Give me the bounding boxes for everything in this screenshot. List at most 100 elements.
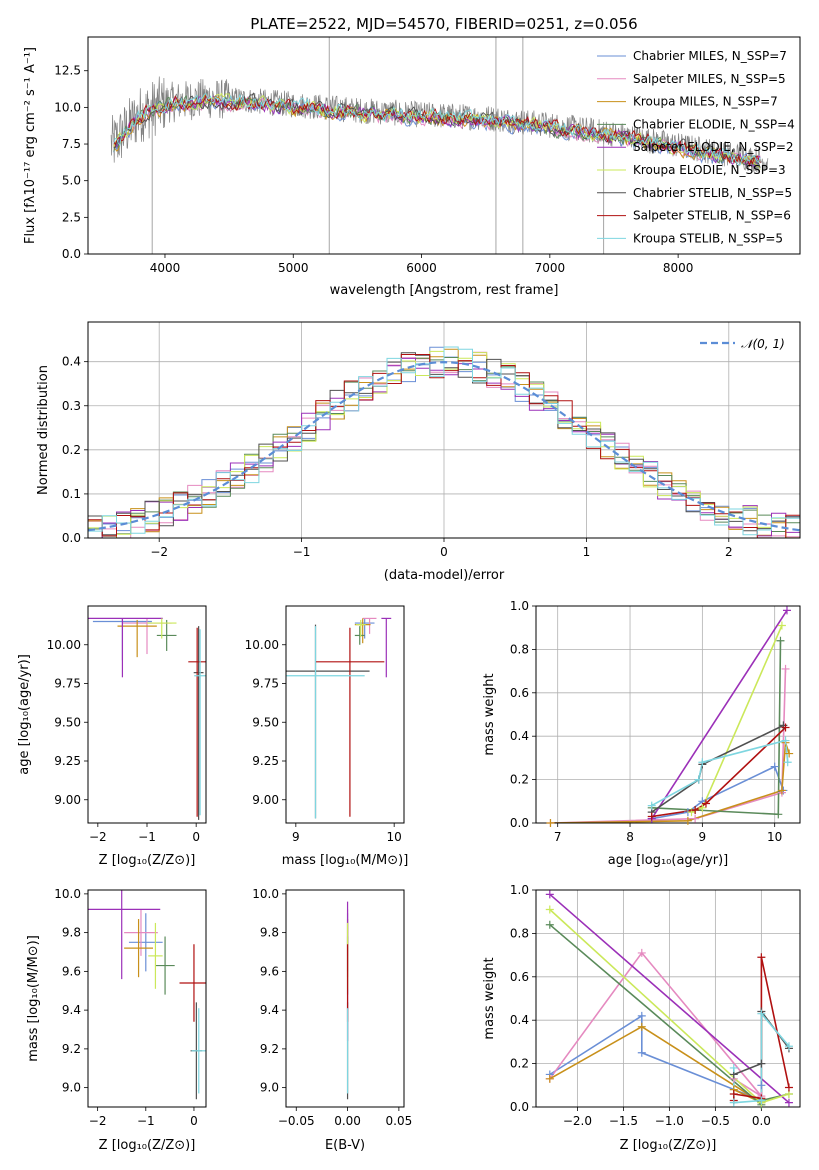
weight-marker	[545, 905, 554, 914]
y-tick-label: 10.00	[245, 638, 279, 652]
x-axis-label: (data-model)/error	[384, 568, 505, 583]
legend-label: Salpeter MILES, N_SSP=5	[633, 72, 786, 86]
y-tick-label: 9.00	[252, 793, 279, 807]
y-tick-label: 9.4	[62, 1003, 81, 1017]
spectrum-frame	[87, 36, 801, 255]
weight-series-line	[549, 1025, 762, 1104]
y-tick-label: 9.2	[260, 1042, 279, 1056]
y-tick-label: 0.6	[510, 970, 529, 984]
x-tick-label: 7	[554, 830, 562, 844]
spectrum-panel: 4000 5000 6000 7000 8000 0.0 2.5 5.0 7.5 10.0 12.5…	[23, 15, 801, 298]
y-axis-label: age [log₁₀(age/yr)]	[17, 654, 32, 775]
weight-marker	[691, 814, 700, 823]
y-tick-label: 1.0	[510, 599, 529, 613]
x-tick-label: 1	[583, 545, 591, 559]
weight-marker	[647, 801, 656, 810]
weight-marker	[647, 812, 656, 821]
weight-marker	[777, 786, 786, 795]
weight-marker	[774, 810, 783, 819]
y-tick-label: 0.4	[62, 355, 81, 369]
weight-marker	[781, 736, 790, 745]
y-axis-label: mass [log₁₀(M/M⊙)]	[26, 935, 41, 1062]
weight-marker	[701, 799, 710, 808]
legend-label: Kroupa STELIB, N_SSP=5	[633, 231, 783, 245]
x-tick-label: 8	[626, 830, 634, 844]
x-tick-label: −0.5	[701, 1114, 730, 1128]
weight-marker	[698, 758, 707, 767]
weight-marker	[546, 819, 555, 827]
x-tick-label: 9	[292, 830, 300, 844]
y-axis-label: Flux [fλ10⁻¹⁷ erg cm⁻² s⁻¹ A⁻¹]	[23, 47, 38, 244]
weight-marker	[637, 1048, 646, 1057]
x-tick-label: 0.05	[386, 1114, 413, 1128]
weight-marker	[757, 1081, 766, 1090]
gaussian-curve	[88, 360, 800, 532]
spectrum-legend: Chabrier MILES, N_SSP=7 Salpeter MILES, N…	[597, 49, 795, 245]
legend-label: Salpeter STELIB, N_SSP=6	[633, 209, 791, 223]
x-tick-label: 4000	[150, 261, 181, 275]
weight-vs-Z-grid	[536, 889, 800, 1108]
x-tick-label: 5000	[278, 261, 309, 275]
age-vs-Z-panel: −2 −1 0 9.00 9.25 9.50 9.75 10.00 Z [log₁₀(Z/Z⊙)…	[17, 605, 207, 868]
weight-series-line	[651, 609, 788, 820]
mass-vs-EBV-panel: −0.05 0.00 0.05 9.0 9.2 9.4 9.6 9.8 10.0 E(B-V)	[252, 887, 412, 1153]
x-tick-label: 0.0	[752, 1114, 771, 1128]
x-tick-label: −2	[150, 545, 168, 559]
x-axis-label: mass [log₁₀(M/M⊙)]	[282, 853, 409, 868]
y-tick-label: 9.6	[62, 964, 81, 978]
age-vs-mass-panel: 9 10 9.00 9.25 9.50 9.75 10.00 mass [log₁₀(M/M⊙…	[245, 605, 409, 868]
mass-vs-Z-frame	[87, 889, 207, 1108]
weight-vs-age-frame	[535, 605, 801, 824]
weight-marker	[782, 606, 791, 615]
weight-marker	[683, 816, 692, 825]
y-tick-label: 9.4	[260, 1003, 279, 1017]
x-axis-label: Z [log₁₀(Z/Z⊙)]	[99, 853, 196, 868]
x-tick-label: −1.5	[609, 1114, 638, 1128]
y-tick-label: 10.00	[47, 638, 81, 652]
x-axis-label: E(B-V)	[325, 1138, 365, 1153]
weight-marker	[729, 1098, 738, 1107]
y-tick-label: 0.0	[510, 1100, 529, 1114]
y-tick-label: 7.5	[62, 137, 81, 151]
weight-marker	[757, 1009, 766, 1018]
weight-series-line	[651, 726, 787, 818]
weight-marker	[757, 1059, 766, 1068]
weight-series-line	[550, 742, 790, 823]
weight-marker	[757, 1096, 766, 1105]
x-axis-label: Z [log₁₀(Z/Z⊙)]	[99, 1138, 196, 1153]
mass-vs-Z-plot-area	[88, 890, 206, 1100]
weight-vs-age-panel: 7 8 9 10 0.0 0.2 0.4 0.6 0.8 1.0 age [log₁₀(age/yr…	[482, 599, 801, 868]
y-tick-label: 0.4	[510, 1013, 529, 1027]
weight-marker	[784, 1083, 793, 1092]
mass-vs-Z-panel: −2 −1 0 9.0 9.2 9.4 9.6 9.8 10.0 Z [log₁₀(Z/Z⊙)] m…	[26, 887, 207, 1153]
mass-vs-EBV-frame	[285, 889, 405, 1108]
weight-marker	[545, 920, 554, 929]
residuals-plot-area	[88, 346, 800, 538]
weight-marker	[776, 636, 785, 645]
y-tick-label: 9.75	[54, 677, 81, 691]
y-tick-label: 10.0	[252, 887, 279, 901]
y-tick-label: 9.50	[54, 715, 81, 729]
x-tick-label: −0.05	[278, 1114, 315, 1128]
y-tick-label: 9.25	[54, 754, 81, 768]
weight-vs-Z-frame	[535, 889, 801, 1108]
x-tick-label: −1	[137, 1114, 155, 1128]
y-tick-label: 0.8	[510, 926, 529, 940]
y-tick-label: 0.2	[62, 443, 81, 457]
x-axis-label: Z [log₁₀(Z/Z⊙)]	[620, 1138, 717, 1153]
legend-label: Salpeter ELODIE, N_SSP=2	[633, 140, 794, 154]
weight-marker	[784, 1042, 793, 1051]
y-tick-label: 0.0	[510, 816, 529, 830]
y-tick-label: 0.2	[510, 773, 529, 787]
x-tick-label: −2	[89, 830, 107, 844]
legend-label: Chabrier ELODIE, N_SSP=4	[633, 117, 795, 131]
weight-marker	[785, 749, 794, 758]
model-fit-line	[113, 92, 761, 168]
x-tick-label: −1.0	[655, 1114, 684, 1128]
model-fit-line	[113, 93, 761, 166]
weight-marker	[545, 890, 554, 899]
weight-marker	[698, 803, 707, 812]
weight-vs-Z-panel: −2.0 −1.5 −1.0 −0.5 0.0 0.0 0.2 0.4 0.6 0.8 1.0 Z […	[482, 883, 801, 1153]
y-tick-label: 9.8	[62, 926, 81, 940]
